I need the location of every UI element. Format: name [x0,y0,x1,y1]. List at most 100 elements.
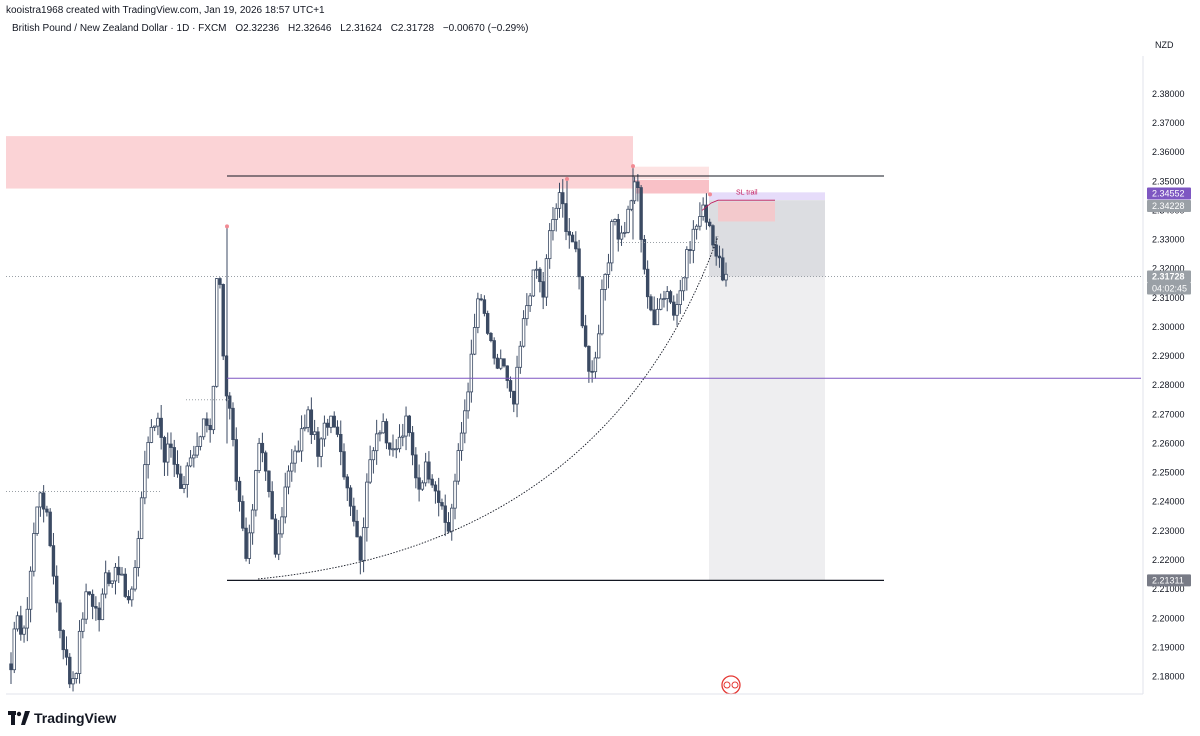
candle-up [329,415,333,428]
target-price-tag: 2.34552 [1152,189,1185,199]
candle-down [388,442,392,450]
candle-up [250,509,255,534]
candle-up [22,627,26,635]
candle-down [267,470,271,492]
entry-price-tag-bg [1147,200,1191,213]
sl-trail-box [718,201,775,222]
candle-down [179,473,183,489]
candle-down [717,255,722,259]
candle-up [365,481,369,529]
candle-up [361,527,366,561]
symbol-name: British Pound / New Zealand Dollar · 1D … [12,23,227,34]
price-tick-label: 2.30000 [1152,322,1185,332]
candle-down [244,527,248,559]
candle-up [166,443,170,463]
candle-down [348,487,353,507]
candle-down [107,572,111,584]
candle-up [472,327,477,355]
candle-down [64,649,69,658]
candle-up [547,230,552,260]
candle-up [133,567,137,590]
candle-up [662,298,666,301]
candle-down [642,239,647,270]
candle-down [492,340,496,359]
candle-down [721,257,725,281]
candle-down [636,181,640,188]
candle-up [110,580,114,584]
candle-down [577,248,581,278]
candle-up [139,497,144,539]
support-price-tag: 2.21311 [1152,576,1184,586]
candle-up [701,204,705,217]
candle-up [476,298,480,328]
candle-up [603,274,607,290]
price-tick-label: 2.27000 [1152,409,1185,419]
tradingview-logo: TradingView [8,708,116,728]
candle-down [94,606,98,609]
candle-down [645,268,650,298]
candle-down [335,426,340,435]
candle-down [479,298,483,301]
candle-up [74,673,78,679]
price-tick-label: 2.19000 [1152,642,1185,652]
candle-up [381,421,385,434]
price-tick-label: 2.21000 [1152,584,1185,594]
candle-up [698,216,702,227]
candle-up [659,298,663,310]
candle-up [518,345,523,368]
candle-down [639,187,643,240]
candle-up [450,507,454,532]
candle-up [525,305,529,320]
candle-up [113,566,118,582]
candle-down [159,417,163,438]
candle-down [273,518,278,555]
candle-up [534,268,539,271]
candle-up [685,249,689,279]
candle-up [182,484,186,489]
events-icon-inner [731,681,739,689]
candle-down [45,508,49,513]
ohlc-close: C2.31728 [390,23,435,34]
candle-down [433,484,438,492]
ohlc-low: L2.31624 [340,23,382,34]
candle-down [221,284,225,357]
sl-trail-line [701,199,775,211]
candle-up [100,593,105,621]
candle-up [188,457,193,467]
candle-down [68,656,72,685]
candle-up [152,425,157,428]
candle-down [234,439,238,482]
price-tick-label: 2.29000 [1152,351,1185,361]
candle-up [312,431,317,436]
price-tick-label: 2.20000 [1152,613,1185,623]
candle-up [619,232,624,240]
candle-up [211,385,216,431]
candle-down [342,451,346,478]
entry-price-tag: 2.34228 [1152,201,1185,211]
candle-up [143,464,147,499]
candle-up [423,461,428,484]
candle-down [97,607,101,621]
candle-layer [9,168,728,692]
last-price-tag: 2.31728 [1152,272,1185,282]
candle-down [19,615,23,635]
candle-up [665,291,669,300]
candle-down [339,433,343,453]
candle-down [649,296,653,311]
chart-svg[interactable]: SL trail 2.180002.190002.200002.210002.2… [0,40,1194,709]
candle-down [51,545,56,577]
candle-down [538,268,542,283]
candle-up [600,289,604,335]
candle-up [286,470,291,488]
candle-down [417,477,421,490]
drawing-layer[interactable]: SL trail [6,164,1141,695]
price-tick-label: 2.36000 [1152,147,1185,157]
candle-down [485,313,490,334]
price-tick-label: 2.32000 [1152,264,1185,274]
candle-down [427,461,431,480]
target-price-tag-bg [1147,187,1191,200]
candle-up [247,532,252,559]
price-chart[interactable]: SL trail 2.18000 2.19000 2.20000 2.21000 2.2… [0,40,1194,709]
candle-down [218,278,222,285]
price-tick-label: 2.38000 [1152,89,1185,99]
